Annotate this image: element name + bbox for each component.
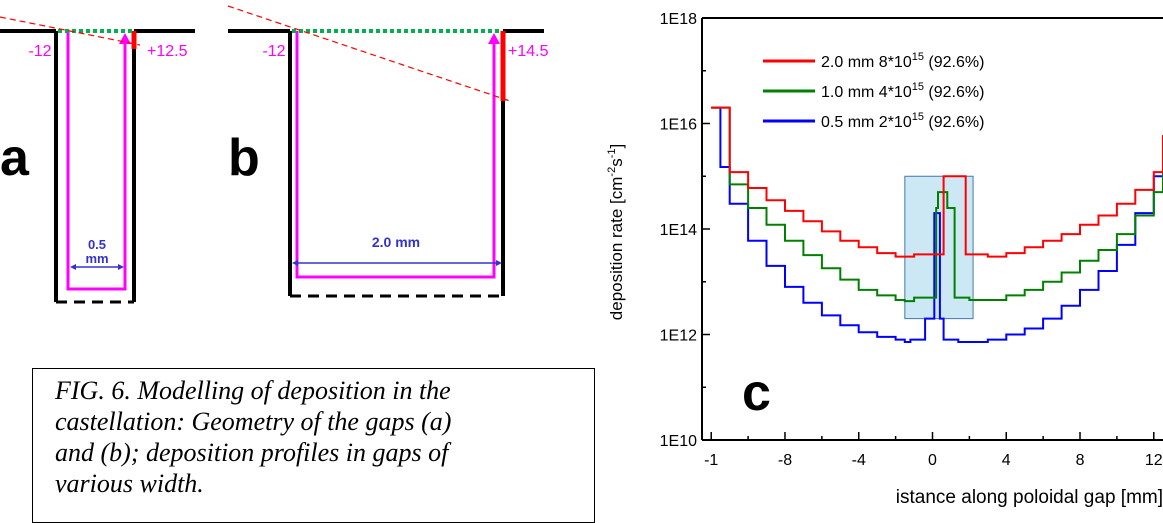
series-line-05mm xyxy=(711,106,1163,343)
panel-a-width-label-2: mm xyxy=(85,251,108,266)
x-axis-label: istance along poloidal gap [mm] xyxy=(896,487,1163,508)
caption-line-4: various width. xyxy=(55,469,204,498)
series-layer xyxy=(711,106,1163,343)
panel-a-left-label: -12 xyxy=(28,43,51,60)
panel-b-poloidal-path xyxy=(295,31,496,279)
y-tick-label: 1E10 xyxy=(660,433,697,450)
panel-a-right-label: +12.5 xyxy=(147,43,188,60)
x-tick-label: 8 xyxy=(1076,452,1085,469)
x-tick-label: -4 xyxy=(852,452,866,469)
caption-line-3: and (b); deposition profiles in gaps of xyxy=(55,438,449,467)
panel-a-width-label-1: 0.5 xyxy=(88,237,106,252)
panel-b-width-label: 2.0 mm xyxy=(372,234,420,250)
series-line-2mm xyxy=(711,106,1163,258)
caption-line-2: castellation: Geometry of the gaps (a) xyxy=(55,407,452,436)
panel-b-dim-arrow-left xyxy=(292,260,298,266)
y-tick-label: 1E14 xyxy=(660,222,697,239)
panel-a-poloidal-path xyxy=(66,31,127,291)
panel-b-path-arrowhead xyxy=(488,33,500,44)
axes-layer: 1E10 1E12 1E14 1E16 1E18 -1 -8 -4 0 4 8 12 xyxy=(660,11,1163,469)
x-tick-label: 0 xyxy=(928,452,937,469)
figure-caption: FIG. 6. Modelling of deposition in the c… xyxy=(32,368,595,523)
panel-b-letter: b xyxy=(228,129,260,187)
panel-a-letter: a xyxy=(0,129,30,187)
y-tick-label: 1E16 xyxy=(660,117,697,134)
legend-label-05mm: 0.5 mm 2*1015 (92.6%) xyxy=(821,111,984,131)
y-tick-label: 1E12 xyxy=(660,328,697,345)
y-axis-label: deposition rate [cm-2s-1] xyxy=(606,144,626,320)
panel-a-dim-arrow-left xyxy=(70,264,76,270)
panel-b-right-label: +14.5 xyxy=(508,43,549,60)
legend-label-2mm: 2.0 mm 8*1015 (92.6%) xyxy=(821,51,984,71)
caption-line-1: FIG. 6. Modelling of deposition in the xyxy=(55,376,451,405)
x-tick-label: -1 xyxy=(704,452,718,469)
panel-c-letter: c xyxy=(742,364,771,422)
panel-b: -12 +14.5 b 2.0 mm xyxy=(227,5,549,298)
y-tick-label: 1E18 xyxy=(660,11,697,28)
panel-a-field-line xyxy=(0,16,141,46)
panel-a: -12 +12.5 a 0.5 mm xyxy=(0,16,195,304)
x-tick-label: 4 xyxy=(1002,452,1011,469)
legend: 2.0 mm 8*1015 (92.6%) 1.0 mm 4*1015 (92.… xyxy=(763,51,984,131)
x-tick-label: 12 xyxy=(1145,452,1163,469)
panel-b-left-label: -12 xyxy=(262,43,285,60)
panel-b-dim-arrow-right xyxy=(496,260,502,266)
panel-a-dim-arrow-right xyxy=(118,264,124,270)
series-line-1mm xyxy=(711,106,1163,303)
x-tick-label: -8 xyxy=(778,452,792,469)
panel-c-chart: 1E10 1E12 1E14 1E16 1E18 -1 -8 -4 0 4 8 12 2.0 mm 8… xyxy=(606,11,1163,508)
legend-label-1mm: 1.0 mm 4*1015 (92.6%) xyxy=(821,81,984,101)
